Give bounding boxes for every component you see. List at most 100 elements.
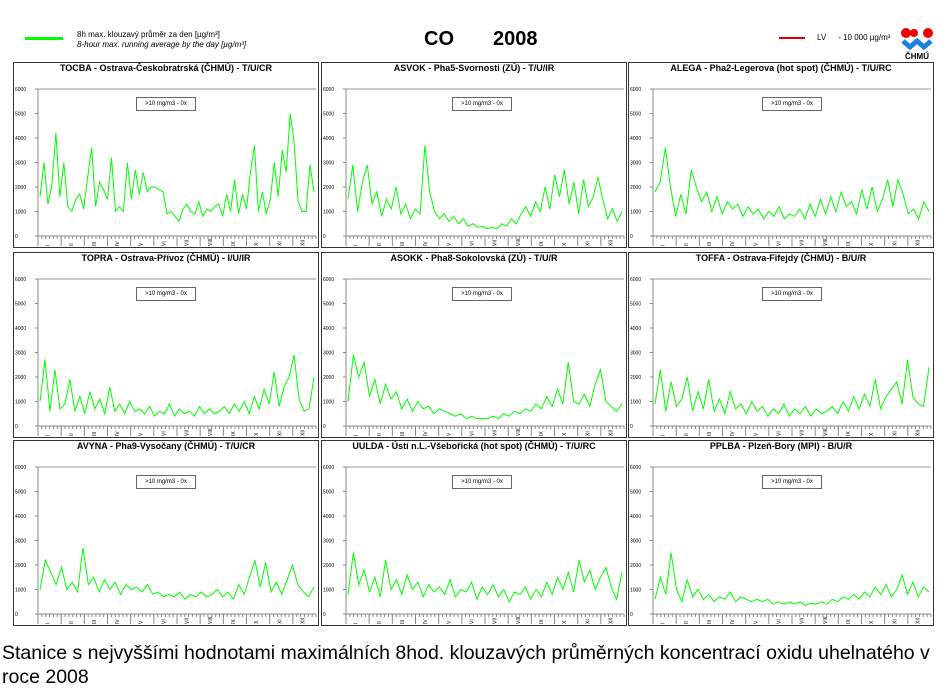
month-label: XII bbox=[915, 240, 921, 246]
month-label: X bbox=[254, 242, 260, 246]
exceedance-annotation: >10 mg/m3 - 0x bbox=[136, 475, 196, 489]
y-tick-label: 6000 bbox=[15, 465, 26, 471]
y-tick-label: 1000 bbox=[15, 400, 26, 406]
month-label: VII bbox=[493, 430, 499, 436]
y-tick-label: 4000 bbox=[323, 514, 334, 520]
y-tick-label: 0 bbox=[323, 612, 326, 618]
month-label: X bbox=[869, 242, 875, 246]
y-tick-label: 4000 bbox=[323, 136, 334, 142]
month-label: III bbox=[707, 432, 713, 436]
month-label: IV bbox=[115, 431, 121, 436]
month-label: V bbox=[138, 432, 144, 436]
y-tick-label: 2000 bbox=[323, 375, 334, 381]
month-label: XII bbox=[915, 430, 921, 436]
y-tick-label: 4000 bbox=[323, 326, 334, 332]
month-label: II bbox=[684, 243, 690, 246]
month-label: VI bbox=[469, 241, 475, 246]
y-tick-label: 1000 bbox=[630, 588, 641, 594]
month-label: I bbox=[46, 435, 52, 436]
y-tick-label: 3000 bbox=[323, 161, 334, 167]
y-tick-label: 2000 bbox=[15, 375, 26, 381]
y-tick-label: 4000 bbox=[630, 514, 641, 520]
y-tick-label: 2000 bbox=[630, 563, 641, 569]
chart-title: ALEGA - Pha2-Legerova (hot spot) (ČHMÚ) … bbox=[670, 63, 892, 73]
month-label: X bbox=[254, 620, 260, 624]
y-tick-label: 6000 bbox=[323, 465, 334, 471]
month-label: XI bbox=[277, 619, 283, 624]
exceedance-annotation: >10 mg/m3 - 0x bbox=[762, 475, 822, 489]
series-line bbox=[654, 552, 930, 606]
month-label: III bbox=[707, 242, 713, 246]
figure-caption: Stanice s nejvyššími hodnotami maximální… bbox=[2, 642, 930, 688]
month-label: VIII bbox=[208, 238, 214, 246]
month-label: X bbox=[254, 432, 260, 436]
exceedance-annotation: >10 mg/m3 - 0x bbox=[136, 97, 196, 111]
series-line bbox=[39, 547, 315, 601]
month-label: IV bbox=[115, 619, 121, 624]
chart-panel: TOFFA - Ostrava-Fifejdy (ČHMÚ) - B/U/R 0 1… bbox=[628, 252, 934, 438]
y-tick-label: 3000 bbox=[323, 539, 334, 545]
month-label: III bbox=[400, 432, 406, 436]
y-tick-label: 1000 bbox=[323, 588, 334, 594]
y-tick-label: 1000 bbox=[630, 210, 641, 216]
chart-title: AVYNA - Pha9-Vysočany (ČHMÚ) - T/U/CR bbox=[76, 441, 256, 451]
chart-panel: UULDA - Ústí n.L.-Všebořická (hot spot) … bbox=[321, 440, 627, 626]
month-label: II bbox=[377, 621, 383, 624]
y-tick-label: 6000 bbox=[630, 465, 641, 471]
month-label: III bbox=[707, 620, 713, 624]
month-label: X bbox=[869, 620, 875, 624]
month-label: IX bbox=[539, 619, 545, 624]
legend: 8h max. klouzavý průměr za den [µg/m³] 8… bbox=[25, 30, 246, 50]
y-tick-label: 4000 bbox=[630, 136, 641, 142]
y-tick-label: 0 bbox=[323, 424, 326, 430]
month-label: VII bbox=[493, 240, 499, 246]
y-tick-label: 2000 bbox=[15, 563, 26, 569]
month-label: XI bbox=[585, 619, 591, 624]
y-tick-label: 0 bbox=[323, 234, 326, 240]
month-label: I bbox=[354, 623, 360, 624]
y-tick-label: 6000 bbox=[323, 277, 334, 283]
chart-panel: ASOKK - Pha8-Sokolovská (ZÚ) - T/U/R 0 100… bbox=[321, 252, 627, 438]
series-line bbox=[39, 354, 315, 418]
series-line bbox=[347, 354, 623, 420]
month-label: XII bbox=[915, 618, 921, 624]
month-label: XII bbox=[608, 618, 614, 624]
month-label: VIII bbox=[516, 616, 522, 624]
month-label: IV bbox=[423, 619, 429, 624]
month-label: VI bbox=[161, 431, 167, 436]
y-tick-label: 2000 bbox=[630, 375, 641, 381]
y-tick-label: 6000 bbox=[15, 277, 26, 283]
month-label: I bbox=[661, 245, 667, 246]
month-label: II bbox=[684, 621, 690, 624]
month-label: I bbox=[661, 435, 667, 436]
y-tick-label: 5000 bbox=[323, 302, 334, 308]
month-label: II bbox=[684, 433, 690, 436]
pollutant-title: CO bbox=[424, 28, 454, 50]
y-tick-label: 3000 bbox=[15, 161, 26, 167]
month-label: IV bbox=[423, 241, 429, 246]
month-label: VII bbox=[493, 618, 499, 624]
month-label: V bbox=[753, 432, 759, 436]
month-label: VIII bbox=[516, 428, 522, 436]
y-tick-label: 1000 bbox=[323, 210, 334, 216]
month-label: XI bbox=[892, 241, 898, 246]
month-label: IX bbox=[846, 619, 852, 624]
month-label: IV bbox=[115, 241, 121, 246]
y-tick-label: 5000 bbox=[15, 490, 26, 496]
y-tick-label: 5000 bbox=[323, 490, 334, 496]
exceedance-annotation: >10 mg/m3 - 0x bbox=[136, 287, 196, 301]
year-title: 2008 bbox=[493, 28, 538, 50]
month-label: VI bbox=[161, 241, 167, 246]
month-label: XI bbox=[585, 431, 591, 436]
chart-title: TOFFA - Ostrava-Fifejdy (ČHMÚ) - B/U/R bbox=[695, 253, 867, 263]
month-label: X bbox=[869, 432, 875, 436]
chart-panel: PPLBA - Plzeň-Bory (MPI) - B/U/R 0 1000 200… bbox=[628, 440, 934, 626]
month-label: X bbox=[562, 242, 568, 246]
month-label: IX bbox=[539, 431, 545, 436]
y-tick-label: 3000 bbox=[15, 539, 26, 545]
y-tick-label: 0 bbox=[630, 234, 633, 240]
month-label: II bbox=[69, 433, 75, 436]
y-tick-label: 1000 bbox=[323, 400, 334, 406]
